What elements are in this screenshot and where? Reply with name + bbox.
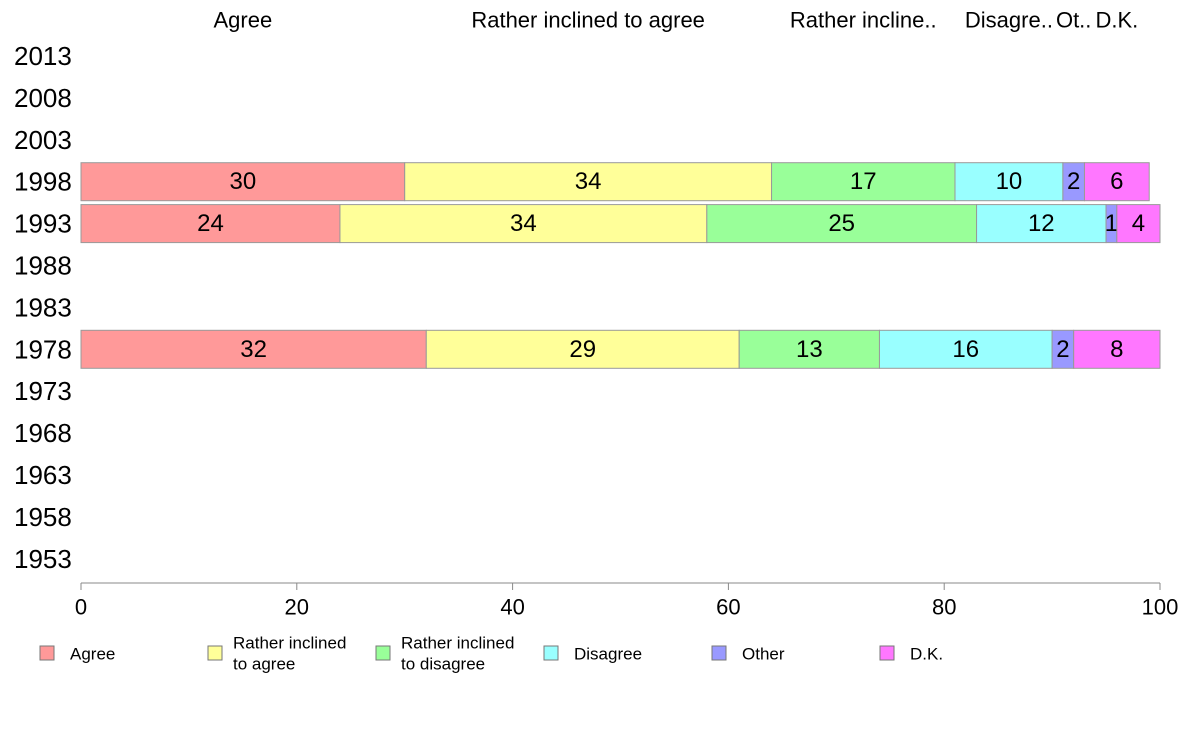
x-tick-label: 40 (500, 595, 524, 620)
bar-agree-1993 (80, 204, 341, 244)
value-label-agree-1998: 30 (229, 168, 256, 195)
year-label: 1963 (14, 460, 72, 490)
legend-label-agree: Agree (70, 645, 115, 664)
legend-label-rather-inclined-to-agree: Rather inclined (233, 634, 346, 653)
bar-disagree-1978 (878, 329, 1053, 369)
bar-d-k-1978 (1073, 329, 1161, 369)
x-tick-label: 20 (285, 595, 309, 620)
value-label-rather-inclined-to-disagree-1998: 17 (850, 168, 877, 195)
legend-label-rather-inclined-to-agree: to agree (233, 655, 295, 674)
year-label: 2008 (14, 83, 72, 113)
year-label: 2013 (14, 41, 72, 71)
x-tick-label: 80 (932, 595, 956, 620)
bar-agree-1978 (80, 329, 427, 369)
bar-rather-inclined-to-agree-1993 (339, 204, 708, 244)
legend-label-rather-inclined-to-disagree: to disagree (401, 655, 485, 674)
value-label-rather-inclined-to-agree-1993: 34 (510, 210, 537, 237)
year-label: 2003 (14, 125, 72, 155)
year-label: 1968 (14, 418, 72, 448)
top-label-d-k: D.K. (1095, 8, 1138, 33)
bar-rather-inclined-to-agree-1978 (425, 329, 740, 369)
bar-d-k-1998 (1083, 162, 1150, 202)
value-label-rather-inclined-to-agree-1998: 34 (575, 168, 602, 195)
legend-label-other: Other (742, 645, 785, 664)
value-label-disagree-1978: 16 (952, 336, 979, 363)
x-tick-label: 60 (716, 595, 740, 620)
year-label: 1978 (14, 334, 72, 364)
year-axis-labels: 2013 2008 2003 1998 1993 1988 1983 1978 1973 1968… (14, 41, 72, 574)
value-label-other-1978: 2 (1056, 336, 1069, 363)
legend-swatch-agree (39, 645, 55, 661)
top-category-labels: Agree Rather inclined to agree Rather incl… (213, 8, 1138, 33)
bar-agree-1998 (80, 162, 406, 202)
value-label-rather-inclined-to-agree-1978: 29 (569, 336, 596, 363)
value-label-other-1998: 2 (1067, 168, 1080, 195)
year-label: 1958 (14, 502, 72, 532)
legend-label-disagree: Disagree (574, 645, 642, 664)
legend-swatch-rather-inclined-to-disagree (375, 645, 391, 661)
legend-label-d-k: D.K. (910, 645, 943, 664)
value-label-other-1993: 1 (1105, 210, 1118, 237)
bar-d-k-1993 (1116, 204, 1161, 244)
year-label: 1998 (14, 167, 72, 197)
value-label-agree-1978: 32 (240, 336, 267, 363)
x-tick-label: 0 (75, 595, 87, 620)
top-label-agree: Agree (213, 8, 272, 33)
legend-swatch-disagree (543, 645, 559, 661)
top-label-other: Ot.. (1056, 8, 1091, 33)
legend: Agree Rather inclined to agree Rather incli… (39, 634, 943, 674)
top-label-rather-inclined-to-agree: Rather inclined to agree (471, 8, 705, 33)
value-label-disagree-1998: 10 (996, 168, 1023, 195)
bar-rather-inclined-to-agree-1998 (404, 162, 773, 202)
value-label-rather-inclined-to-disagree-1993: 25 (828, 210, 855, 237)
year-label: 1973 (14, 376, 72, 406)
legend-label-rather-inclined-to-disagree: Rather inclined (401, 634, 514, 653)
value-label-d-k-1978: 8 (1110, 336, 1123, 363)
top-label-rather-inclined-to-disagree: Rather incline.. (790, 8, 937, 33)
bar-area: 30 34 17 10 2 6 24 34 25 12 1 4 32 29 13 16 2 8 (80, 162, 1161, 369)
bar-disagree-1993 (976, 204, 1107, 244)
legend-swatch-other (711, 645, 727, 661)
value-label-d-k-1998: 6 (1110, 168, 1123, 195)
year-label: 1988 (14, 251, 72, 281)
x-axis: 0 20 40 60 80 100 (75, 582, 1179, 620)
year-label: 1993 (14, 209, 72, 239)
legend-swatch-rather-inclined-to-agree (207, 645, 223, 661)
year-label: 1953 (14, 544, 72, 574)
x-tick-label: 100 (1142, 595, 1179, 620)
value-label-agree-1993: 24 (197, 210, 224, 237)
bar-rather-inclined-to-disagree-1998 (771, 162, 956, 202)
value-label-disagree-1993: 12 (1028, 210, 1055, 237)
value-label-rather-inclined-to-disagree-1978: 13 (796, 336, 823, 363)
legend-swatch-d-k (879, 645, 895, 661)
year-label: 1983 (14, 292, 72, 322)
bar-rather-inclined-to-disagree-1993 (706, 204, 978, 244)
value-label-d-k-1993: 4 (1132, 210, 1145, 237)
top-label-disagree: Disagre.. (965, 8, 1053, 33)
